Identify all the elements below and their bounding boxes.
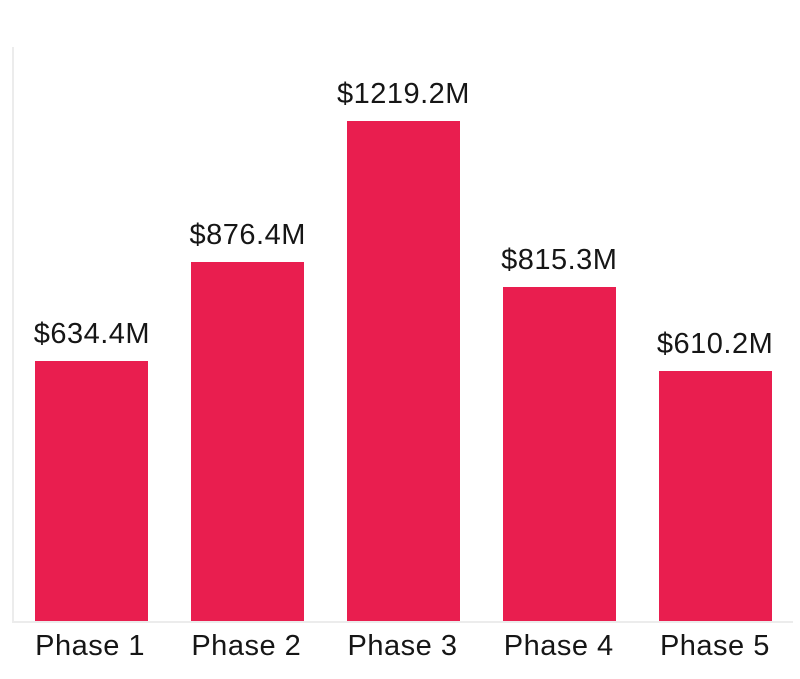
bar-group: $876.4M — [170, 221, 326, 621]
bar[interactable] — [191, 262, 305, 621]
x-tick-label: Phase 5 — [659, 630, 770, 662]
bar-group: $815.3M — [481, 246, 637, 621]
bar-group: $634.4M — [14, 320, 170, 621]
x-tick-label: Phase 4 — [503, 630, 614, 662]
x-tick-label: Phase 3 — [347, 630, 458, 662]
bar[interactable] — [346, 121, 460, 621]
bars-row: $634.4M $876.4M $1219.2M $815.3M $610.2M — [14, 47, 793, 621]
plot-area: $634.4M $876.4M $1219.2M $815.3M $610.2M — [12, 47, 793, 623]
bar-value-label: $634.4M — [33, 318, 151, 350]
bar-value-label: $815.3M — [501, 244, 618, 276]
bar-value-label: $876.4M — [189, 219, 306, 251]
bar-value-label: $610.2M — [656, 328, 774, 360]
x-axis-labels: Phase 1 Phase 2 Phase 3 Phase 4 Phase 5 — [12, 632, 793, 661]
x-tick-label: Phase 1 — [35, 630, 146, 662]
x-tick-label: Phase 2 — [191, 630, 302, 662]
bar-value-label: $1219.2M — [336, 78, 470, 110]
bar[interactable] — [658, 371, 772, 621]
bar-group: $1219.2M — [326, 80, 482, 621]
bar[interactable] — [35, 361, 149, 621]
bar-group: $610.2M — [637, 330, 793, 621]
bar[interactable] — [502, 287, 616, 621]
